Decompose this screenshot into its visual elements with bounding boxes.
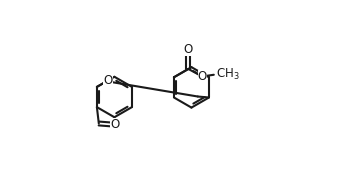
Text: O: O — [184, 43, 193, 56]
Text: O: O — [110, 118, 119, 131]
Text: O: O — [103, 74, 113, 87]
Text: O: O — [198, 70, 207, 83]
Text: CH$_3$: CH$_3$ — [216, 67, 239, 82]
